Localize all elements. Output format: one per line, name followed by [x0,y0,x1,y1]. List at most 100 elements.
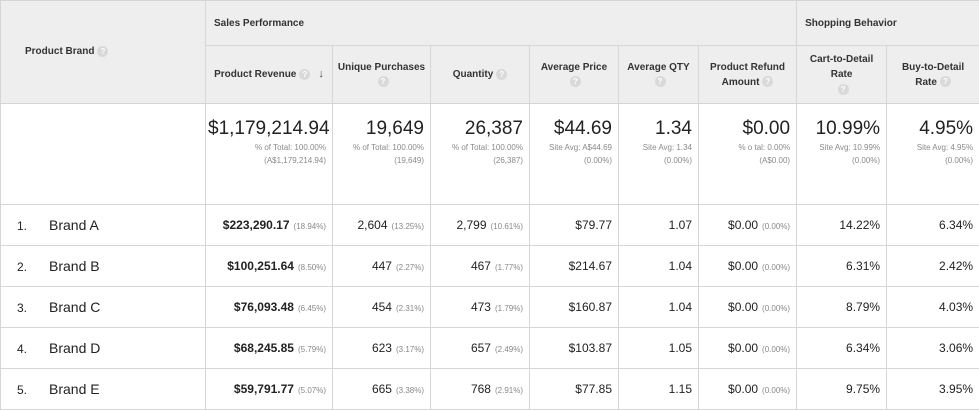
sales-performance-group: Sales Performance [206,1,797,46]
total-quantity-abs: (26,387) [433,155,523,166]
total-avg-qty-delta: (0.00%) [621,155,692,166]
avg-price-cell: $214.67 [530,246,619,287]
quantity-header[interactable]: Quantity? [431,46,530,104]
unique-cell: 2,604(13.25%) [333,205,431,246]
brand-link[interactable]: Brand A [49,217,99,233]
total-cart-delta: (0.00%) [799,155,880,166]
total-quantity-pct: % of Total: 100.00% [433,142,523,153]
revenue-value: $59,791.77 [234,382,294,396]
brand-link[interactable]: Brand D [49,340,100,356]
help-icon[interactable]: ? [655,76,666,87]
average-qty-header[interactable]: Average QTY? [619,46,699,104]
total-refund-pct: % o tal: 0.00% [701,142,790,153]
help-icon[interactable]: ? [496,69,507,80]
refund-cell: $0.00 (0.00%) [699,328,797,369]
table-row: 3.Brand C $76,093.48(6.45%) 454(2.31%) 4… [1,287,979,328]
unique-cell: 447(2.27%) [333,246,431,287]
refund-value: $0.00 [728,259,758,273]
total-avg-price-delta: (0.00%) [532,155,612,166]
total-cart-site: Site Avg: 10.99% [799,142,880,153]
product-brand-header[interactable]: Product Brand? [1,1,206,104]
refund-pct: (0.00%) [762,345,790,354]
buy-cell: 2.42% [887,246,979,287]
quantity-cell: 2,799(10.61%) [431,205,530,246]
total-unique: 19,649 [335,118,424,140]
cart-to-detail-header[interactable]: Cart-to-Detail Rate? [797,46,887,104]
brand-link[interactable]: Brand C [49,299,100,315]
unique-purchases-label: Unique Purchases [338,62,425,73]
refund-value: $0.00 [728,341,758,355]
unique-value: 623 [372,341,392,355]
row-rank: 1. [17,219,49,233]
quantity-pct: (2.91%) [495,386,523,395]
quantity-pct: (2.49%) [495,345,523,354]
help-icon[interactable]: ? [762,76,773,87]
brand-cell: 4.Brand D [1,328,206,369]
refund-pct: (0.00%) [762,222,790,231]
product-revenue-header[interactable]: Product Revenue?↓ [206,46,333,104]
buy-cell: 3.95% [887,369,979,410]
brand-link[interactable]: Brand B [49,258,100,274]
shopping-behavior-label: Shopping Behavior [805,18,897,29]
refund-cell: $0.00(0.00%) [699,287,797,328]
unique-value: 665 [372,382,392,396]
total-refund-abs: (A$0.00) [701,155,790,166]
revenue-value: $68,245.85 [234,341,294,355]
total-buy-cell: 4.95% Site Avg: 4.95% (0.00%) [887,104,979,205]
shopping-behavior-group: Shopping Behavior [797,1,979,46]
quantity-pct: (1.79%) [495,304,523,313]
buy-to-detail-line2: Rate [915,77,937,88]
table-row: 4.Brand D $68,245.85(5.79%) 623(3.17%) 6… [1,328,979,369]
average-price-header[interactable]: Average Price? [530,46,619,104]
quantity-cell: 768 (2.91%) [431,369,530,410]
revenue-value: $100,251.64 [227,259,294,273]
total-revenue: $1,179,214.94 [208,118,326,140]
revenue-pct: (5.07%) [298,386,326,395]
help-icon[interactable]: ? [940,76,951,87]
brand-link[interactable]: Brand E [49,381,100,397]
help-icon[interactable]: ? [838,84,849,95]
brand-cell: 1.Brand A [1,205,206,246]
revenue-pct: (6.45%) [298,304,326,313]
total-avg-qty-site: Site Avg: 1.34 [621,142,692,153]
help-icon[interactable]: ? [97,46,108,57]
average-price-label: Average Price [541,62,607,73]
refund-cell: $0.00(0.00%) [699,205,797,246]
help-icon[interactable]: ? [378,76,389,87]
total-unique-pct: % of Total: 100.00% [335,142,424,153]
refund-pct: (0.00%) [762,304,790,313]
help-icon[interactable]: ? [570,76,581,87]
unique-cell: 454(2.31%) [333,287,431,328]
revenue-cell: $68,245.85(5.79%) [206,328,333,369]
total-quantity: 26,387 [433,118,523,140]
help-icon[interactable]: ? [299,69,310,80]
cart-to-detail-label: Cart-to-Detail Rate [810,54,873,80]
total-avg-price-site: Site Avg: A$44.69 [532,142,612,153]
revenue-cell: $76,093.48(6.45%) [206,287,333,328]
avg-qty-cell: 1.05 [619,328,699,369]
refund-label-line2: Amount [722,77,760,88]
cart-cell: 14.22% [797,205,887,246]
unique-pct: (2.27%) [396,263,424,272]
brand-cell: 2.Brand B [1,246,206,287]
avg-qty-cell: 1.04 [619,287,699,328]
buy-to-detail-line1: Buy-to-Detail [902,62,964,73]
row-rank: 5. [17,383,49,397]
buy-cell: 6.34% [887,205,979,246]
quantity-value: 768 [471,382,491,396]
revenue-pct: (8.50%) [298,263,326,272]
total-buy: 4.95% [889,118,973,140]
total-avg-price-cell: $44.69 Site Avg: A$44.69 (0.00%) [530,104,619,205]
unique-purchases-header[interactable]: Unique Purchases? [333,46,431,104]
sort-desc-icon[interactable]: ↓ [318,68,324,80]
quantity-value: 657 [471,341,491,355]
total-quantity-cell: 26,387 % of Total: 100.00% (26,387) [431,104,530,205]
avg-price-cell: $103.87 [530,328,619,369]
buy-to-detail-header[interactable]: Buy-to-Detail Rate? [887,46,979,104]
product-brand-label: Product Brand [25,47,94,58]
cart-cell: 6.34% [797,328,887,369]
avg-qty-cell: 1.04 [619,246,699,287]
totals-brand-cell [1,104,206,205]
brand-cell: 5.Brand E [1,369,206,410]
